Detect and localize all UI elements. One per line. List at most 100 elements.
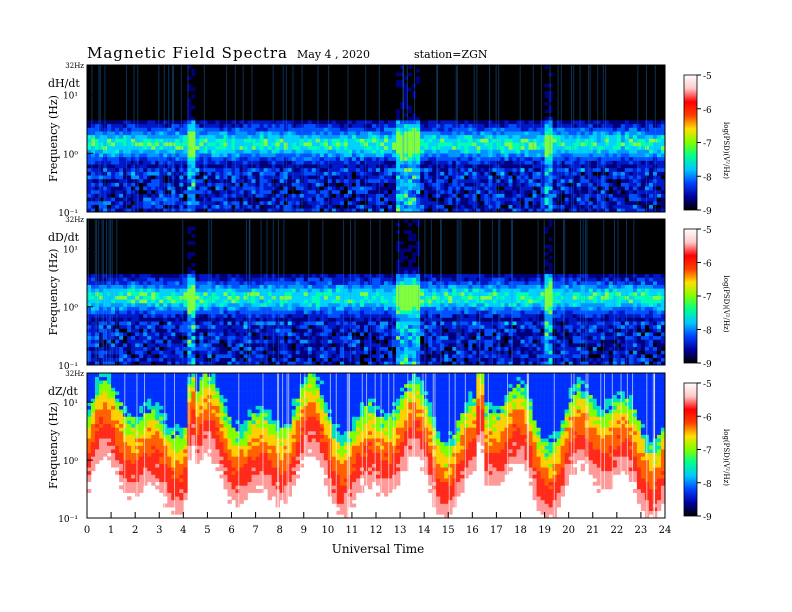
spectrogram-cell (532, 164, 537, 169)
spectrogram-cell (323, 79, 329, 84)
spectrogram-cell (484, 87, 489, 92)
spectrogram-cell (464, 200, 469, 205)
spectrogram-cell (247, 167, 252, 172)
spectrogram-cell (191, 79, 196, 84)
spectrogram-cell (99, 193, 104, 198)
spectrogram-cell (315, 171, 321, 176)
spectrogram-cell (480, 149, 485, 154)
spectrogram-cell (275, 156, 280, 161)
spectrogram-cell (235, 138, 240, 143)
spectrogram-cell (147, 178, 152, 183)
spectrogram-cell (291, 83, 297, 88)
spectrogram-cell (367, 167, 373, 172)
spectrogram-cell (163, 98, 168, 103)
spectrogram-cell (440, 204, 445, 209)
spectrogram-cell (472, 87, 477, 92)
spectrogram-cell (388, 127, 393, 132)
spectrogram-cell (307, 131, 313, 136)
spectrogram-cell (480, 90, 485, 95)
spectrogram-cell (532, 204, 537, 209)
spectrogram-cell (239, 171, 244, 176)
spectrogram-cell (476, 109, 481, 114)
spectrogram-cell (496, 145, 501, 150)
spectrogram-cell (235, 175, 240, 180)
spectrogram-cell (283, 200, 288, 205)
spectrogram-cell (560, 149, 565, 154)
spectrogram-cell (219, 156, 224, 161)
spectrogram-cell (412, 120, 417, 125)
spectrogram-cell (464, 109, 469, 114)
spectrogram-cell (243, 153, 248, 158)
spectrogram-cell (408, 178, 413, 183)
spectrogram-cell (376, 65, 381, 69)
spectrogram-cell (263, 76, 268, 80)
spectrogram-cell (219, 123, 224, 128)
spectrogram-cell (468, 160, 473, 165)
spectrogram-cell (95, 87, 100, 92)
spectrogram-cell (436, 189, 441, 194)
spectrogram-cell (211, 197, 216, 202)
spectrogram-cell (396, 101, 401, 106)
spectrogram-cell (524, 105, 529, 110)
spectrogram-cell (347, 153, 353, 158)
spectrogram-cell (255, 149, 260, 154)
spectrogram-cell (315, 83, 321, 88)
spectrogram-cell (187, 72, 192, 77)
spectrogram-cell (524, 189, 529, 194)
spectrogram-cell (380, 76, 385, 80)
spectrogram-cell (275, 189, 280, 194)
spectrogram-cell (484, 204, 489, 209)
spectrogram-cell (460, 109, 465, 114)
spectrogram-cell (371, 167, 377, 172)
spectrogram-cell (163, 109, 168, 114)
spectrogram-cell (211, 94, 216, 99)
spectrogram-cell (400, 156, 405, 161)
spectrogram-cell (183, 200, 188, 205)
spectrogram-cell (299, 193, 305, 198)
spectrogram-cell (143, 153, 148, 158)
spectrogram-cell (564, 109, 569, 114)
spectrogram-cell (235, 105, 240, 110)
spectrogram-cell (239, 72, 244, 77)
spectrogram-cell (179, 127, 184, 132)
spectrogram-cell (367, 109, 373, 114)
spectrogram-cell (227, 182, 232, 187)
spectrogram-cell (263, 178, 268, 183)
spectrogram-cell (115, 90, 120, 95)
spectrogram-cell (151, 204, 156, 209)
spectrogram-cell (472, 204, 477, 209)
spectrogram-cell (195, 153, 200, 158)
spectrogram-cell (199, 160, 204, 165)
spectrogram-cell (396, 164, 401, 169)
spectrogram-cell (315, 189, 321, 194)
spectrogram-cell (327, 200, 333, 205)
spectrogram-cell (151, 98, 156, 103)
spectrogram-cell (468, 72, 473, 77)
spectrogram-cell (544, 171, 549, 176)
spectrogram-cell (143, 197, 148, 202)
spectrogram-cell (243, 156, 248, 161)
spectrogram-cell (516, 120, 521, 125)
spectrogram-cell (175, 182, 180, 187)
spectrogram-cell (119, 175, 124, 180)
spectrogram-cell (580, 186, 586, 191)
spectrogram-cell (552, 145, 557, 150)
spectrogram-cell (283, 134, 288, 139)
spectrogram-cell (91, 131, 96, 136)
spectrogram-cell (303, 186, 309, 191)
spectrogram-cell (271, 90, 276, 95)
spectrogram-cell (255, 134, 260, 139)
spectrogram-cell (115, 149, 120, 154)
spectrogram-cell (247, 134, 252, 139)
spectrogram-cell (191, 105, 196, 110)
spectrogram-cell (139, 153, 144, 158)
spectrogram-cell (219, 178, 224, 183)
spectrogram-cell (303, 123, 309, 128)
spectrogram-cell (520, 167, 525, 172)
spectrogram-cell (111, 138, 116, 143)
spectrogram-cell (303, 189, 309, 194)
spectrogram-cell (247, 153, 252, 158)
spectrogram-cell (556, 200, 561, 205)
spectrogram-cell (235, 101, 240, 106)
spectrogram-cell (468, 156, 473, 161)
